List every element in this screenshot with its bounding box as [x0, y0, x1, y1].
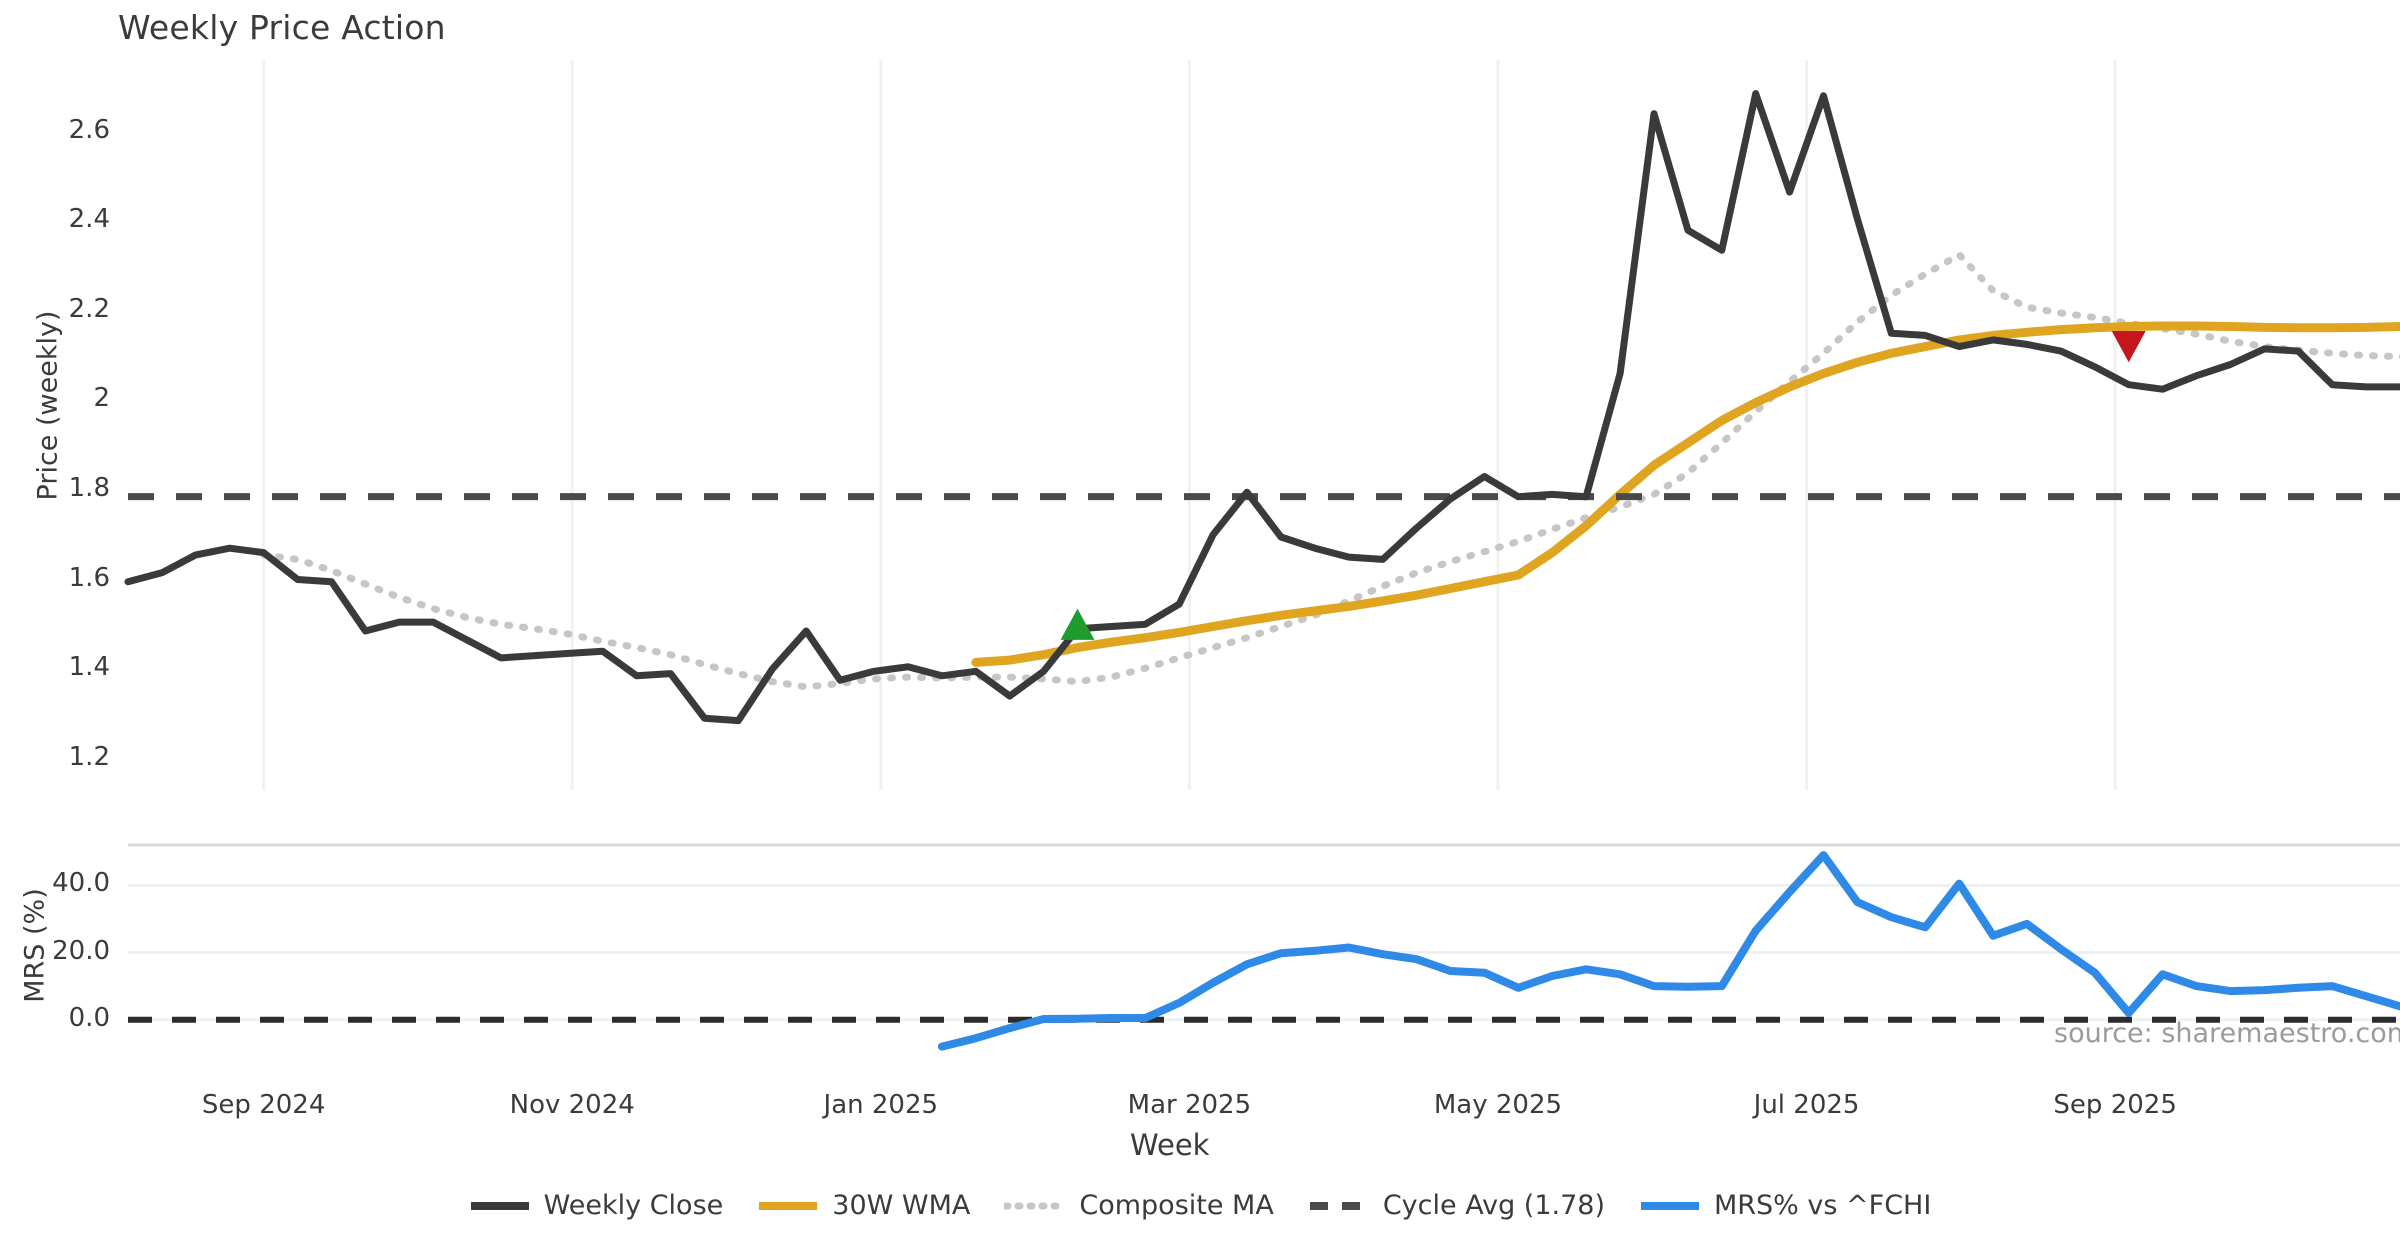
x-tick: May 2025	[1433, 1090, 1563, 1120]
mrs-line	[937, 851, 2400, 1051]
x-tick: Jan 2025	[823, 1090, 939, 1120]
price-y-tick: 2.6	[68, 114, 110, 145]
price-y-tick: 2.2	[68, 293, 110, 324]
legend-label: 30W WMA	[832, 1190, 971, 1221]
legend-label: MRS% vs ^FCHI	[1713, 1190, 1932, 1221]
chart-legend: Weekly Close 30W WMA Composite MA Cycle Avg…	[0, 1190, 2400, 1221]
mrs-y-tick: 20.0	[52, 935, 110, 966]
x-tick: Mar 2025	[1127, 1090, 1252, 1120]
weekly-close-line	[124, 90, 2400, 725]
x-tick: Sep 2025	[2053, 1090, 2177, 1120]
legend-label: Cycle Avg (1.78)	[1382, 1190, 1605, 1221]
legend-item[interactable]: Weekly Close	[469, 1190, 724, 1221]
price-y-tick: 1.4	[68, 652, 110, 683]
legend-item[interactable]: 30W WMA	[757, 1190, 970, 1221]
buy-signal-marker[interactable]	[1060, 608, 1095, 640]
legend-swatch-dashed-icon	[1309, 1201, 1368, 1210]
legend-item[interactable]: Cycle Avg (1.78)	[1308, 1190, 1605, 1221]
mrs-y-tick: 0.0	[68, 1002, 110, 1033]
wma-line	[971, 321, 2400, 667]
price-y-tick: 1.6	[68, 562, 110, 593]
x-axis-label: Week	[1130, 1128, 1210, 1162]
legend-label: Weekly Close	[543, 1190, 724, 1221]
mrs-y-tick: 40.0	[52, 868, 110, 899]
x-tick: Nov 2024	[509, 1090, 635, 1120]
x-tick: Sep 2024	[201, 1090, 326, 1120]
legend-swatch-solid-icon	[759, 1201, 818, 1210]
price-y-tick: 2.4	[68, 204, 110, 235]
composite-ma-line	[260, 251, 2400, 691]
legend-item[interactable]: MRS% vs ^FCHI	[1639, 1190, 1931, 1221]
sell-signal-marker[interactable]	[2111, 330, 2146, 363]
price-y-tick: 1.2	[68, 741, 110, 772]
legend-label: Composite MA	[1079, 1190, 1274, 1221]
legend-swatch-solid-icon	[1640, 1201, 1699, 1210]
legend-item[interactable]: Composite MA	[1004, 1190, 1274, 1221]
page-title: Weekly Price Action	[118, 8, 446, 47]
legend-swatch-dotted-icon	[1004, 1202, 1067, 1209]
legend-swatch-solid-icon	[470, 1201, 529, 1210]
source-watermark: source: sharemaestro.com	[2054, 1018, 2400, 1049]
x-tick: Jul 2025	[1753, 1090, 1860, 1120]
price-y-tick: 2	[93, 383, 110, 414]
price-y-tick: 1.8	[68, 472, 110, 503]
